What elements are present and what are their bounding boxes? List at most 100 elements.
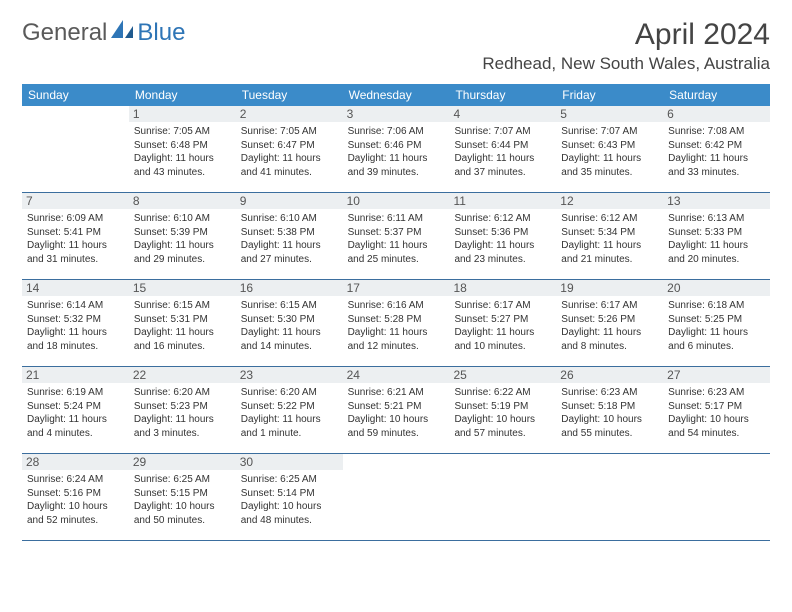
sunrise-line: Sunrise: 6:24 AM [27, 473, 124, 487]
day-cell: 20 Sunrise: 6:18 AMSunset: 5:25 PMDayligh… [663, 280, 770, 366]
day-cell: 17Sunrise: 6:16 AMSunset: 5:28 PMDayligh… [343, 280, 450, 366]
sunrise-line: Sunrise: 6:25 AM [134, 473, 231, 487]
sunset-line: Sunset: 5:14 PM [241, 487, 338, 501]
sunset-line: Sunset: 6:48 PM [134, 139, 231, 153]
daylight-line: Daylight: 11 hours and 3 minutes. [134, 413, 231, 440]
day-number: 11 [449, 193, 556, 209]
sunrise-line: Sunrise: 7:08 AM [668, 125, 765, 139]
day-number: 7 [22, 193, 129, 209]
sunset-line: Sunset: 5:15 PM [134, 487, 231, 501]
dow-cell: Saturday [663, 84, 770, 106]
sunset-line: Sunset: 6:47 PM [241, 139, 338, 153]
day-detail: Sunrise: 7:05 AMSunset: 6:47 PMDaylight:… [241, 125, 338, 179]
day-number: 12 [556, 193, 663, 209]
day-cell: 28Sunrise: 6:24 AMSunset: 5:16 PMDayligh… [22, 454, 129, 540]
day-cell: 22Sunrise: 6:20 AMSunset: 5:23 PMDayligh… [129, 367, 236, 453]
daylight-line: Daylight: 11 hours and 35 minutes. [561, 152, 658, 179]
day-number: 28 [22, 454, 129, 470]
sunrise-line: Sunrise: 6:17 AM [454, 299, 551, 313]
daylight-line: Daylight: 11 hours and 6 minutes. [668, 326, 765, 353]
sunrise-line: Sunrise: 7:05 AM [134, 125, 231, 139]
calendar: SundayMondayTuesdayWednesdayThursdayFrid… [22, 84, 770, 541]
sunset-line: Sunset: 5:28 PM [348, 313, 445, 327]
day-cell: 7Sunrise: 6:09 AMSunset: 5:41 PMDaylight… [22, 193, 129, 279]
sunset-line: Sunset: 5:19 PM [454, 400, 551, 414]
sunset-line: Sunset: 5:23 PM [134, 400, 231, 414]
daylight-line: Daylight: 11 hours and 4 minutes. [27, 413, 124, 440]
day-detail: Sunrise: 6:18 AMSunset: 5:25 PMDaylight:… [668, 299, 765, 353]
daylight-line: Daylight: 11 hours and 37 minutes. [454, 152, 551, 179]
sunset-line: Sunset: 6:44 PM [454, 139, 551, 153]
daylight-line: Daylight: 11 hours and 31 minutes. [27, 239, 124, 266]
day-number: 15 [129, 280, 236, 296]
day-number: 19 [556, 280, 663, 296]
day-detail: Sunrise: 6:21 AMSunset: 5:21 PMDaylight:… [348, 386, 445, 440]
sunrise-line: Sunrise: 6:22 AM [454, 386, 551, 400]
day-number: 13 [663, 193, 770, 209]
day-detail: Sunrise: 6:12 AMSunset: 5:36 PMDaylight:… [454, 212, 551, 266]
sunset-line: Sunset: 5:22 PM [241, 400, 338, 414]
day-number: 22 [129, 367, 236, 383]
day-cell: 15Sunrise: 6:15 AMSunset: 5:31 PMDayligh… [129, 280, 236, 366]
sunset-line: Sunset: 5:24 PM [27, 400, 124, 414]
daylight-line: Daylight: 11 hours and 10 minutes. [454, 326, 551, 353]
day-number: 21 [22, 367, 129, 383]
day-number: 4 [449, 106, 556, 122]
sunrise-line: Sunrise: 6:20 AM [241, 386, 338, 400]
day-cell: 24Sunrise: 6:21 AMSunset: 5:21 PMDayligh… [343, 367, 450, 453]
sunset-line: Sunset: 5:31 PM [134, 313, 231, 327]
day-detail: Sunrise: 7:07 AMSunset: 6:44 PMDaylight:… [454, 125, 551, 179]
day-cell [556, 454, 663, 540]
logo-text-a: General [22, 19, 107, 47]
daylight-line: Daylight: 10 hours and 48 minutes. [241, 500, 338, 527]
daylight-line: Daylight: 11 hours and 18 minutes. [27, 326, 124, 353]
sunrise-line: Sunrise: 6:12 AM [454, 212, 551, 226]
sunrise-line: Sunrise: 6:17 AM [561, 299, 658, 313]
sunset-line: Sunset: 6:46 PM [348, 139, 445, 153]
day-detail: Sunrise: 6:22 AMSunset: 5:19 PMDaylight:… [454, 386, 551, 440]
daylight-line: Daylight: 11 hours and 29 minutes. [134, 239, 231, 266]
day-cell [343, 454, 450, 540]
week-row: 1Sunrise: 7:05 AMSunset: 6:48 PMDaylight… [22, 106, 770, 193]
day-cell: 19Sunrise: 6:17 AMSunset: 5:26 PMDayligh… [556, 280, 663, 366]
sunrise-line: Sunrise: 7:07 AM [561, 125, 658, 139]
sunrise-line: Sunrise: 6:21 AM [348, 386, 445, 400]
day-detail: Sunrise: 7:07 AMSunset: 6:43 PMDaylight:… [561, 125, 658, 179]
daylight-line: Daylight: 11 hours and 8 minutes. [561, 326, 658, 353]
sunset-line: Sunset: 5:38 PM [241, 226, 338, 240]
daylight-line: Daylight: 11 hours and 20 minutes. [668, 239, 765, 266]
day-cell: 12Sunrise: 6:12 AMSunset: 5:34 PMDayligh… [556, 193, 663, 279]
day-cell: 4 Sunrise: 7:07 AMSunset: 6:44 PMDaylight… [449, 106, 556, 192]
sunset-line: Sunset: 5:36 PM [454, 226, 551, 240]
sunrise-line: Sunrise: 6:16 AM [348, 299, 445, 313]
sunrise-line: Sunrise: 6:13 AM [668, 212, 765, 226]
logo-text-b: Blue [137, 19, 185, 47]
day-number: 26 [556, 367, 663, 383]
day-cell: 21Sunrise: 6:19 AMSunset: 5:24 PMDayligh… [22, 367, 129, 453]
daylight-line: Daylight: 11 hours and 25 minutes. [348, 239, 445, 266]
daylight-line: Daylight: 10 hours and 59 minutes. [348, 413, 445, 440]
day-detail: Sunrise: 6:25 AMSunset: 5:14 PMDaylight:… [241, 473, 338, 527]
week-row: 14Sunrise: 6:14 AMSunset: 5:32 PMDayligh… [22, 280, 770, 367]
day-detail: Sunrise: 6:20 AMSunset: 5:22 PMDaylight:… [241, 386, 338, 440]
day-cell: 23Sunrise: 6:20 AMSunset: 5:22 PMDayligh… [236, 367, 343, 453]
sunset-line: Sunset: 6:42 PM [668, 139, 765, 153]
day-cell: 2 Sunrise: 7:05 AMSunset: 6:47 PMDaylight… [236, 106, 343, 192]
sunrise-line: Sunrise: 6:12 AM [561, 212, 658, 226]
logo: General Blue [22, 18, 185, 47]
day-detail: Sunrise: 6:16 AMSunset: 5:28 PMDaylight:… [348, 299, 445, 353]
day-detail: Sunrise: 6:10 AMSunset: 5:38 PMDaylight:… [241, 212, 338, 266]
day-cell [449, 454, 556, 540]
day-number: 29 [129, 454, 236, 470]
day-detail: Sunrise: 7:08 AMSunset: 6:42 PMDaylight:… [668, 125, 765, 179]
day-number: 2 [236, 106, 343, 122]
daylight-line: Daylight: 11 hours and 43 minutes. [134, 152, 231, 179]
daylight-line: Daylight: 10 hours and 54 minutes. [668, 413, 765, 440]
day-detail: Sunrise: 6:15 AMSunset: 5:30 PMDaylight:… [241, 299, 338, 353]
dow-cell: Sunday [22, 84, 129, 106]
day-number: 8 [129, 193, 236, 209]
day-detail: Sunrise: 6:25 AMSunset: 5:15 PMDaylight:… [134, 473, 231, 527]
day-number: 20 [663, 280, 770, 296]
location: Redhead, New South Wales, Australia [482, 54, 770, 74]
day-cell: 14Sunrise: 6:14 AMSunset: 5:32 PMDayligh… [22, 280, 129, 366]
